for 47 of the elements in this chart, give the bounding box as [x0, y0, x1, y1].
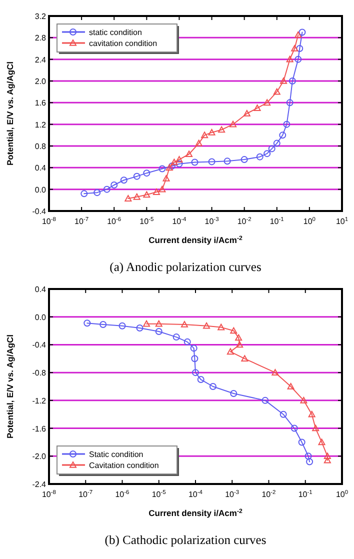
y-tick-label: -2.0	[32, 452, 47, 462]
y-axis-title: Potential, E/V vs. Ag/AgCl	[5, 61, 15, 166]
x-tick-label: 10$^{-4}$	[172, 217, 188, 226]
x-tick-label: 10$^{-1}$	[298, 490, 312, 499]
x-axis-title: Current density i/Acm$^{-2}$	[148, 234, 243, 245]
x-tick-label: 10$^{-5}$	[152, 490, 166, 499]
x-tick-label: 10$^{-3}$	[204, 216, 219, 226]
y-tick-label: -0.4	[32, 207, 47, 216]
y-tick-label: -1.2	[32, 396, 47, 406]
y-tick-label: -0.8	[32, 368, 47, 378]
y-tick-label: 0.4	[34, 164, 47, 173]
y-tick-label: 0.0	[34, 312, 47, 322]
legend-label: cavitation condition	[89, 39, 158, 48]
y-tick-label: 1.2	[34, 120, 47, 130]
y-tick-label: 3.2	[34, 12, 47, 21]
y-axis-title: Potential, E/V vs. Ag/AgCl	[5, 334, 15, 439]
text: (b) Cathodic polarization curves	[104, 533, 266, 547]
x-tick-label: 10$^{-2}$	[262, 489, 276, 499]
legend-label: static condition	[89, 28, 142, 37]
x-tick-label: 10$^{-5}$	[140, 217, 154, 226]
y-tick-label: -2.4	[32, 480, 47, 489]
y-tick-label: 2.8	[34, 34, 47, 43]
legend-label: Cavitation condition	[89, 461, 159, 470]
x-tick-label: 10$^{1}$	[336, 217, 348, 226]
x-tick-label: 10$^{-4}$	[188, 490, 204, 499]
y-tick-label: 2.4	[34, 55, 47, 64]
x-tick-label: 10$^{-8}$	[42, 489, 56, 499]
x-tick-label: 10$^{-1}$	[270, 217, 284, 226]
y-tick-label: 0.4	[34, 285, 47, 294]
legend-label: Static condition	[89, 450, 144, 459]
x-tick-label: 10$^{0}$	[336, 489, 348, 499]
x-tick-label: 10$^{-7}$	[74, 217, 89, 226]
y-tick-label: 0.0	[34, 185, 47, 194]
x-tick-label: 10$^{-2}$	[237, 216, 252, 226]
y-tick-label: -1.6	[32, 424, 47, 434]
x-tick-label: 10$^{-6}$	[115, 489, 130, 499]
x-tick-label: 10$^{-7}$	[78, 490, 93, 499]
x-tick-label: 10$^{0}$	[303, 216, 316, 226]
y-tick-label: 2.0	[34, 77, 47, 86]
x-tick-label: 10$^{-6}$	[107, 216, 122, 226]
y-tick-label: 1.6	[34, 98, 47, 108]
y-tick-label: -0.4	[32, 340, 47, 350]
x-tick-label: 10$^{-3}$	[225, 489, 240, 499]
x-tick-label: 10$^{-8}$	[42, 216, 56, 226]
text: (a) Anodic polarization curves	[110, 260, 262, 274]
x-axis-title: Current density i/Acm$^{-2}$	[148, 508, 243, 518]
y-tick-label: 0.8	[34, 142, 47, 151]
